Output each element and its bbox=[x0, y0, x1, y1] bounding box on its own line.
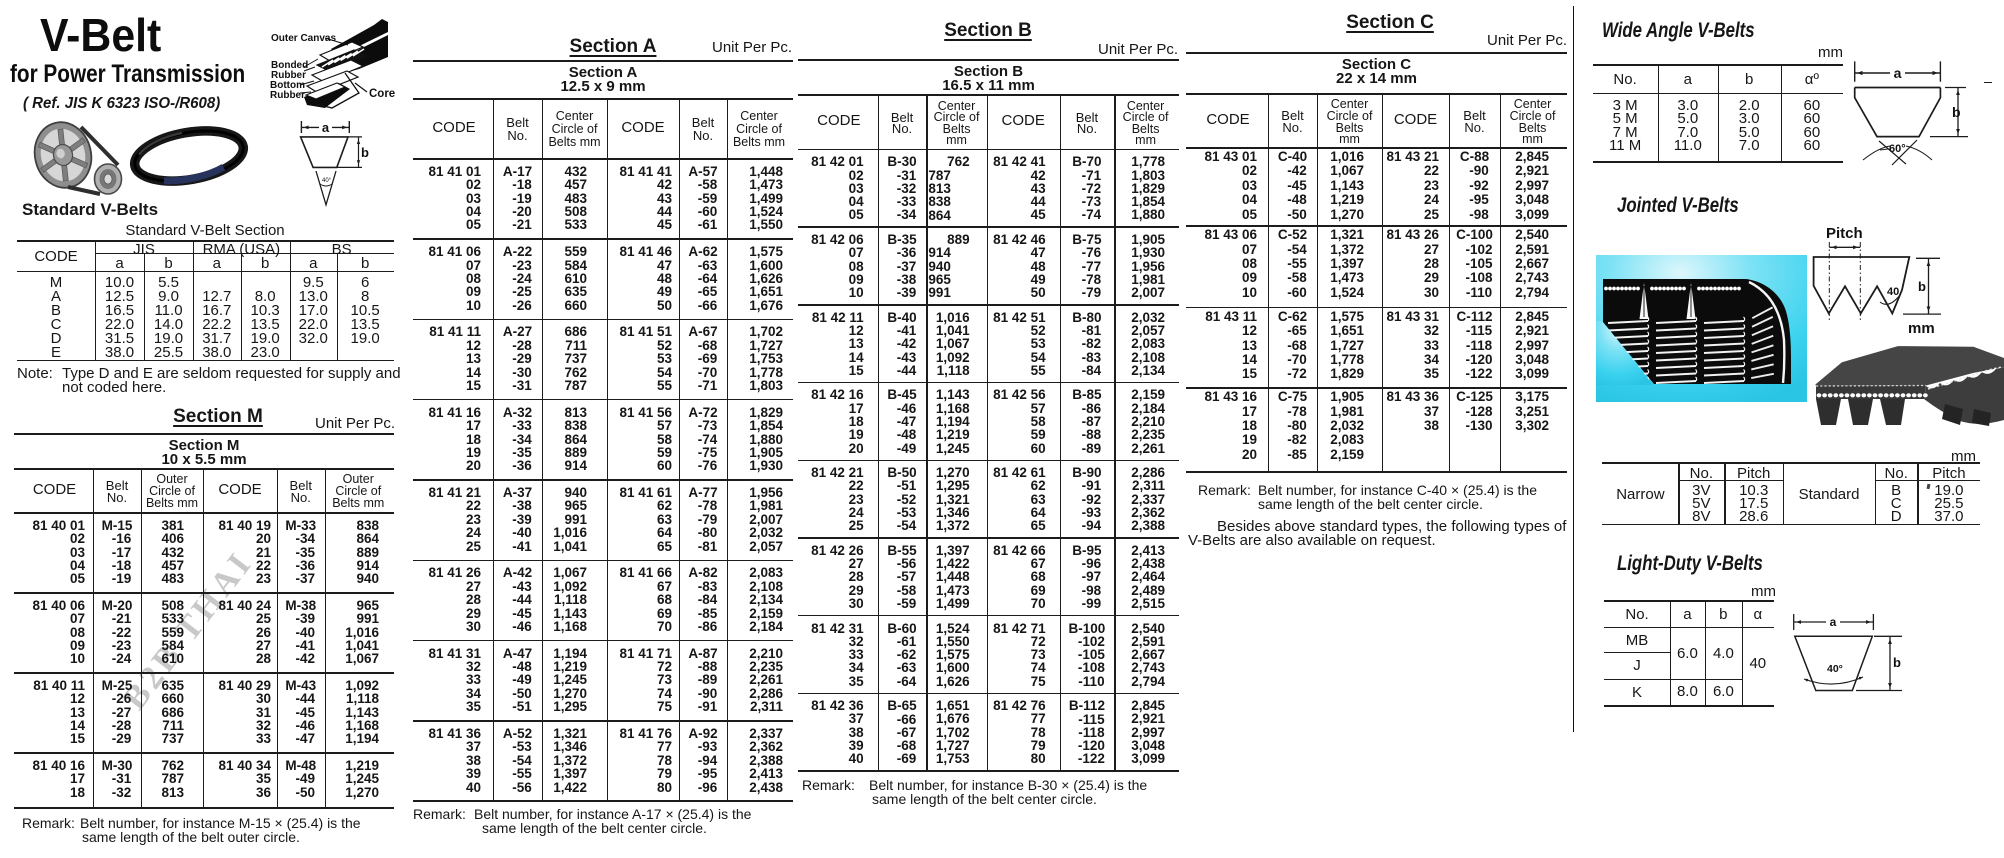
svg-text:Core: Core bbox=[369, 88, 395, 100]
svg-text:Bonded: Bonded bbox=[271, 60, 308, 71]
svg-text:60°: 60° bbox=[1889, 143, 1906, 155]
svg-text:mm: mm bbox=[1908, 320, 1935, 337]
svg-text:b: b bbox=[1918, 279, 1926, 294]
svg-text:a: a bbox=[1830, 615, 1837, 629]
svg-text:a: a bbox=[322, 120, 330, 135]
svg-text:b: b bbox=[361, 145, 369, 160]
svg-text:40: 40 bbox=[1887, 286, 1899, 298]
svg-text:b: b bbox=[1952, 104, 1961, 120]
svg-text:Bottom: Bottom bbox=[270, 80, 305, 91]
svg-text:b: b bbox=[1893, 655, 1901, 670]
svg-text:Rubber: Rubber bbox=[270, 90, 305, 101]
svg-text:40°: 40° bbox=[1827, 663, 1843, 675]
svg-text:Outer Canvas: Outer Canvas bbox=[271, 33, 336, 44]
svg-text:40°: 40° bbox=[322, 178, 332, 184]
svg-text:Rubber: Rubber bbox=[271, 70, 306, 81]
svg-text:Pitch: Pitch bbox=[1826, 225, 1863, 242]
svg-text:a: a bbox=[1894, 65, 1902, 81]
